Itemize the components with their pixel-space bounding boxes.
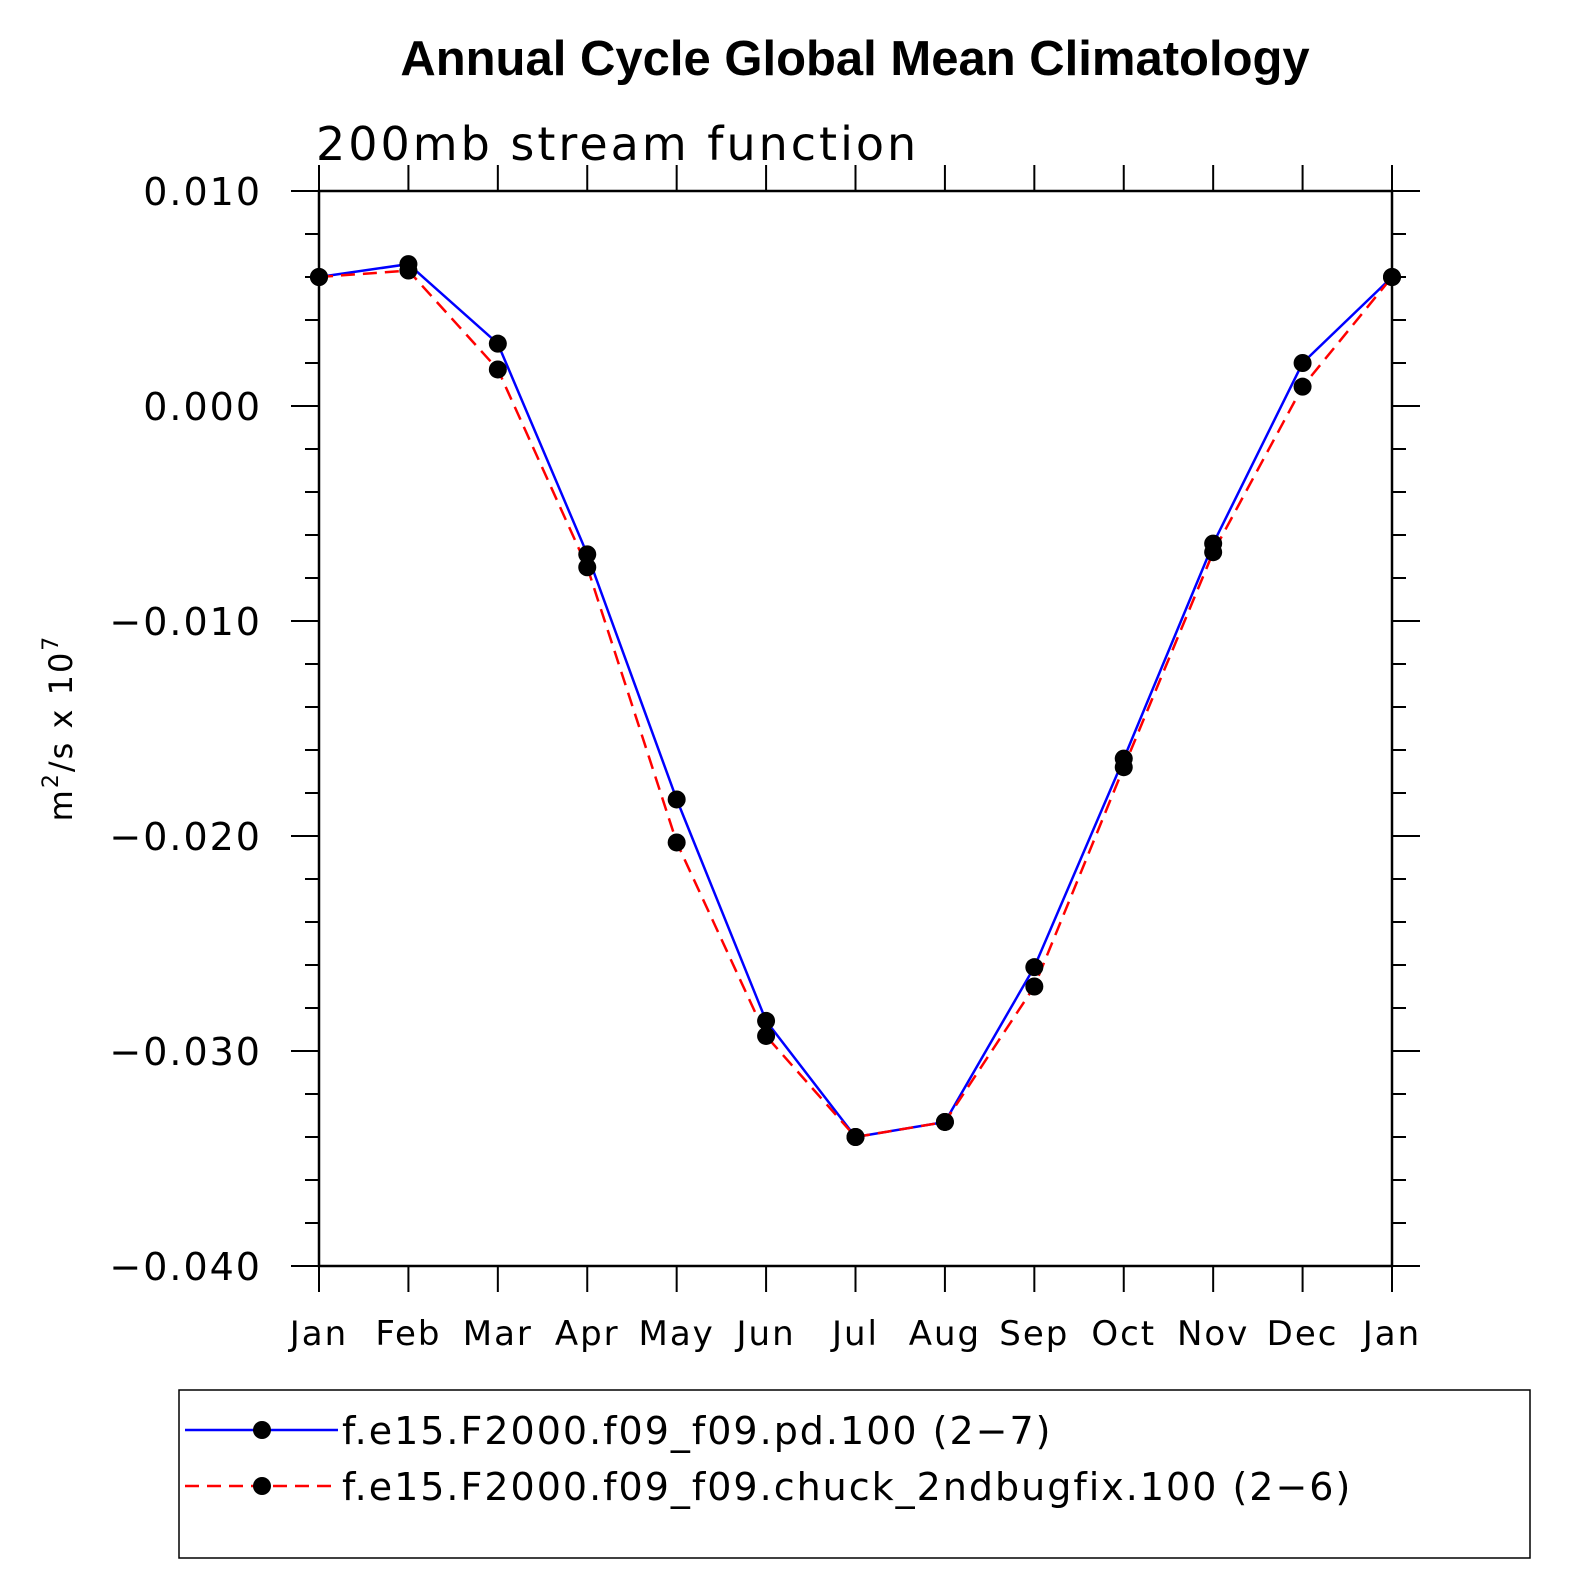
x-tick-label: Jun — [735, 1314, 796, 1354]
y-tick-label: −0.030 — [109, 1030, 262, 1074]
series-layer — [310, 255, 1401, 1146]
y-axis-label: m2/s x 107 — [39, 635, 80, 822]
x-tick-label: Dec — [1267, 1314, 1339, 1354]
x-tick-label: Apr — [555, 1314, 620, 1354]
y-axis: 0.010 0.000 −0.010 −0.020 −0.030 −0.040 — [109, 170, 1420, 1289]
y-tick-label: −0.010 — [109, 600, 262, 644]
series-1-point — [667, 790, 686, 809]
x-tick-label: Sep — [999, 1314, 1069, 1354]
y-tick-label: 0.010 — [143, 170, 262, 214]
y-tick-label: −0.020 — [109, 815, 262, 859]
x-tick-label: Jul — [830, 1314, 879, 1354]
x-tick-label: Jan — [288, 1314, 348, 1354]
legend-box — [178, 1389, 1531, 1559]
x-tick-label: Oct — [1091, 1314, 1156, 1354]
legend-label-2: f.e15.F2000.f09_f09.chuck_2ndbugfix.100 … — [342, 1465, 1352, 1509]
x-tick-label: Nov — [1177, 1314, 1249, 1354]
legend-label-1: f.e15.F2000.f09_f09.pd.100 (2−7) — [342, 1409, 1052, 1453]
series-2-point — [667, 833, 686, 852]
series-2-point — [757, 1026, 776, 1045]
x-tick-label: Jan — [1361, 1314, 1421, 1354]
series-2-point — [488, 360, 507, 379]
series-2-point — [1383, 268, 1401, 286]
series-line-1 — [318, 262, 1393, 1139]
series-2-point — [1204, 543, 1223, 562]
legend-marker-1 — [253, 1421, 271, 1439]
chart-title: Annual Cycle Global Mean Climatology — [400, 32, 1309, 86]
x-tick-label: Feb — [375, 1314, 441, 1354]
x-tick-label: Mar — [463, 1314, 533, 1354]
series-2-point — [1025, 977, 1044, 996]
plot-border — [317, 189, 1394, 1268]
legend-marker-2 — [253, 1477, 271, 1495]
series-1-point — [1293, 354, 1312, 372]
series-2-point — [935, 1112, 954, 1131]
legend: f.e15.F2000.f09_f09.pd.100 (2−7) f.e15.F2… — [185, 1409, 1352, 1509]
x-axis: Jan Feb Mar Apr May Jun Jul Aug Sep Oct Nov Dec Jan — [288, 165, 1421, 1354]
series-1-point — [757, 1011, 776, 1030]
series-2-point — [310, 268, 328, 286]
series-1-point — [578, 545, 597, 564]
series-2-point — [1114, 758, 1133, 777]
x-tick-label: Aug — [909, 1314, 981, 1354]
chart-subtitle: 200mb stream function — [316, 117, 919, 171]
series-2-point — [399, 261, 418, 280]
series-line-2 — [318, 269, 1393, 1139]
y-tick-label: −0.040 — [109, 1245, 262, 1289]
y-tick-label: 0.000 — [143, 385, 262, 429]
x-tick-label: May — [639, 1314, 715, 1354]
series-2-point — [578, 558, 597, 577]
series-1-point — [1025, 958, 1044, 977]
series-2-point — [1293, 377, 1312, 396]
plot-frame — [317, 189, 1394, 1268]
series-1-point — [488, 334, 507, 353]
series-2-point — [846, 1128, 865, 1146]
